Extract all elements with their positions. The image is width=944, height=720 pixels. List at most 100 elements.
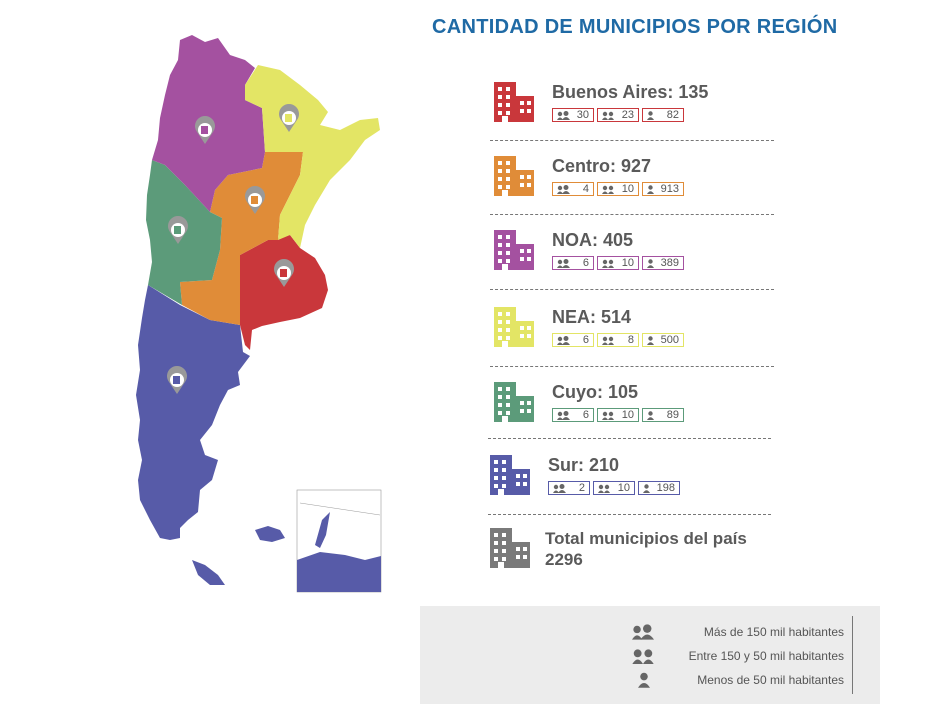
large-count-chip: 6 bbox=[552, 256, 594, 270]
person-icon bbox=[643, 483, 650, 493]
small-count-chip: 82 bbox=[642, 108, 684, 122]
group-large-icon bbox=[553, 483, 566, 493]
medium-count: 23 bbox=[621, 109, 634, 121]
legend-divider bbox=[852, 616, 853, 694]
map-pin-icon[interactable] bbox=[245, 186, 265, 214]
building-icon bbox=[494, 307, 534, 347]
total-line1: Total municipios del país bbox=[545, 529, 747, 548]
medium-count: 10 bbox=[617, 482, 630, 494]
population-breakdown: 2 10 198 bbox=[548, 481, 680, 495]
building-icon bbox=[494, 230, 534, 270]
map-pin-icon[interactable] bbox=[279, 104, 299, 132]
building-icon bbox=[494, 382, 534, 422]
group-pair-icon bbox=[598, 484, 610, 493]
group-pair-icon bbox=[602, 336, 614, 345]
map-region-nea[interactable] bbox=[245, 65, 380, 248]
small-count: 913 bbox=[660, 183, 679, 195]
small-count-chip: 913 bbox=[642, 182, 684, 196]
population-breakdown: 6 10 389 bbox=[552, 256, 684, 270]
person-icon bbox=[647, 335, 654, 345]
legend-panel: Más de 150 mil habitantes Entre 150 y 50… bbox=[420, 606, 880, 704]
group-large-icon bbox=[557, 335, 570, 345]
medium-count: 10 bbox=[621, 409, 634, 421]
large-count-chip: 6 bbox=[552, 408, 594, 422]
large-count-chip: 2 bbox=[548, 481, 590, 495]
medium-count-chip: 10 bbox=[597, 408, 639, 422]
map-pin-icon[interactable] bbox=[195, 116, 215, 144]
large-count: 6 bbox=[582, 409, 589, 421]
small-count: 89 bbox=[666, 409, 679, 421]
total-block: Total municipios del país 2296 bbox=[490, 528, 747, 573]
divider bbox=[490, 289, 774, 290]
map-region-sur-tierra bbox=[192, 560, 225, 585]
building-icon bbox=[494, 82, 534, 122]
region-label: Centro: 927 bbox=[552, 156, 652, 176]
map-inset-antarctica bbox=[297, 512, 381, 592]
map-region-centro[interactable] bbox=[180, 152, 303, 325]
building-icon bbox=[490, 455, 530, 495]
medium-count: 10 bbox=[621, 183, 634, 195]
region-label: NOA: 405 bbox=[552, 230, 634, 250]
small-count-chip: 500 bbox=[642, 333, 684, 347]
total-value: 2296 bbox=[545, 550, 583, 569]
large-count: 30 bbox=[576, 109, 589, 121]
divider bbox=[488, 438, 771, 439]
small-count-chip: 198 bbox=[638, 481, 680, 495]
map-pin-icon[interactable] bbox=[274, 259, 294, 287]
group-pair-icon bbox=[602, 411, 614, 420]
large-count-chip: 30 bbox=[552, 108, 594, 122]
map-region-sur[interactable] bbox=[136, 285, 250, 540]
page-title: CANTIDAD DE MUNICIPIOS POR REGIÓN bbox=[432, 16, 838, 38]
map-pin-icon[interactable] bbox=[167, 366, 187, 394]
group-large-icon bbox=[557, 258, 570, 268]
large-count-chip: 6 bbox=[552, 333, 594, 347]
divider bbox=[490, 140, 774, 141]
small-count: 500 bbox=[660, 334, 679, 346]
population-breakdown: 6 10 89 bbox=[552, 408, 684, 422]
argentina-regions-map bbox=[136, 35, 382, 593]
population-breakdown: 30 23 82 bbox=[552, 108, 684, 122]
divider bbox=[488, 514, 771, 515]
small-count: 82 bbox=[666, 109, 679, 121]
medium-count-chip: 23 bbox=[597, 108, 639, 122]
large-count: 2 bbox=[578, 482, 585, 494]
person-icon bbox=[638, 672, 650, 688]
small-count: 198 bbox=[656, 482, 675, 494]
person-icon bbox=[647, 410, 654, 420]
region-label: Buenos Aires: 135 bbox=[552, 82, 709, 102]
total-label: Total municipios del país 2296 bbox=[545, 528, 747, 570]
map-pin-icon[interactable] bbox=[168, 216, 188, 244]
divider bbox=[490, 366, 774, 367]
large-count-chip: 4 bbox=[552, 182, 594, 196]
group-pair-icon bbox=[602, 259, 614, 268]
group-large-icon bbox=[557, 184, 570, 194]
building-icon bbox=[490, 528, 530, 568]
large-count: 6 bbox=[582, 257, 589, 269]
group-large-icon bbox=[632, 624, 654, 640]
medium-count: 10 bbox=[621, 257, 634, 269]
map-inset-line bbox=[299, 502, 381, 516]
region-label: Sur: 210 bbox=[548, 455, 620, 475]
person-icon bbox=[647, 110, 654, 120]
medium-count: 8 bbox=[627, 334, 634, 346]
population-breakdown: 4 10 913 bbox=[552, 182, 684, 196]
large-count: 6 bbox=[582, 334, 589, 346]
person-icon bbox=[647, 258, 654, 268]
group-large-icon bbox=[557, 110, 570, 120]
small-count-chip: 389 bbox=[642, 256, 684, 270]
small-count-chip: 89 bbox=[642, 408, 684, 422]
medium-count-chip: 8 bbox=[597, 333, 639, 347]
legend-medium: Entre 150 y 50 mil habitantes bbox=[688, 649, 844, 663]
map-islands bbox=[255, 526, 285, 542]
medium-count-chip: 10 bbox=[597, 256, 639, 270]
region-label: NEA: 514 bbox=[552, 307, 632, 327]
person-icon bbox=[647, 184, 654, 194]
divider bbox=[490, 214, 774, 215]
map-region-buenos-aires[interactable] bbox=[240, 235, 328, 350]
population-breakdown: 6 8 500 bbox=[552, 333, 684, 347]
legend-small: Menos de 50 mil habitantes bbox=[697, 673, 844, 687]
legend-large: Más de 150 mil habitantes bbox=[703, 625, 844, 639]
building-icon bbox=[494, 156, 534, 196]
group-pair-icon bbox=[632, 649, 654, 664]
small-count: 389 bbox=[660, 257, 679, 269]
